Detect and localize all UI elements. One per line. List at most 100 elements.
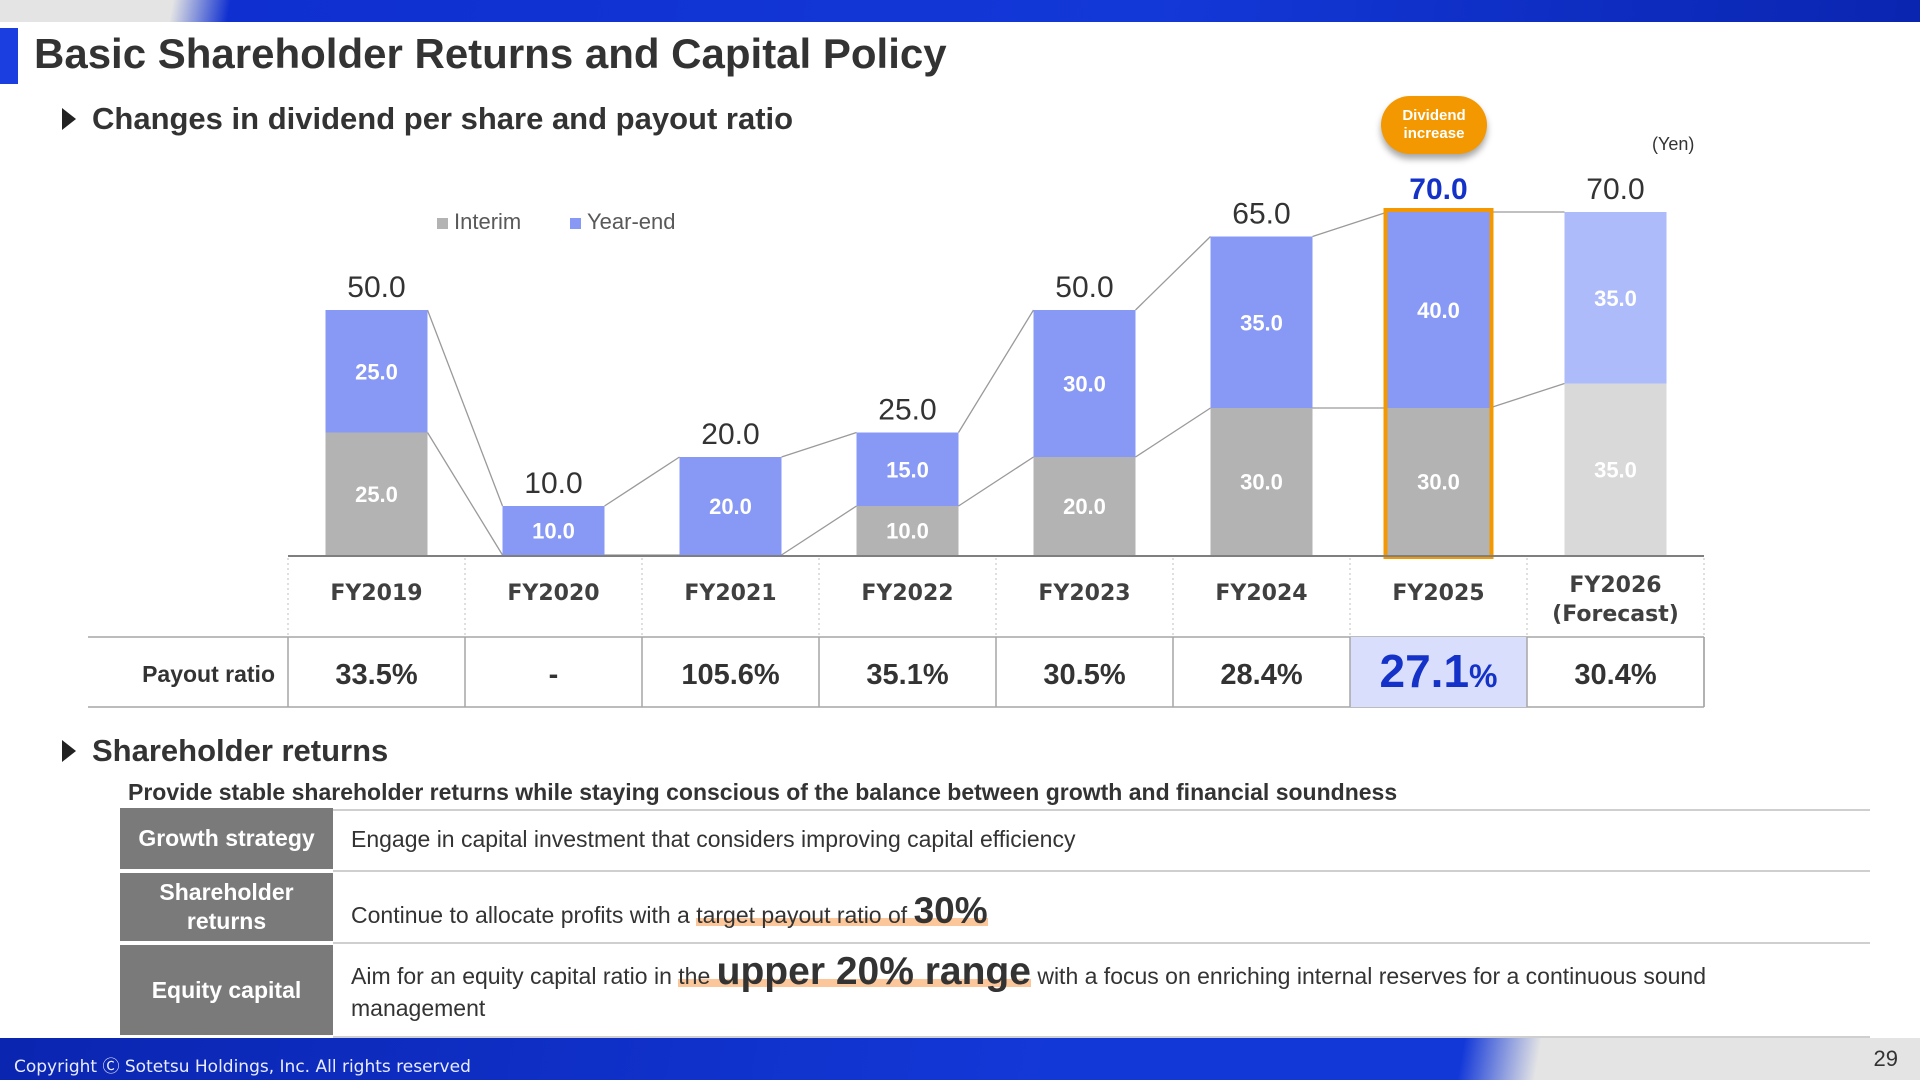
total-value-label: 50.0	[347, 271, 405, 304]
total-value-label: 70.0	[1409, 173, 1467, 206]
policy-row-growth: Growth strategy Engage in capital invest…	[120, 808, 1870, 873]
legend-year-end-swatch	[570, 218, 581, 229]
triangle-bullet-icon	[62, 740, 76, 762]
row-highlight: target payout ratio of 30%	[696, 890, 988, 931]
year-end-value-label: 15.0	[886, 457, 929, 482]
interim-bar	[1210, 408, 1313, 555]
copyright-text: Copyright Ⓒ Sotetsu Holdings, Inc. All r…	[14, 1057, 471, 1077]
x-tick-label: FY2022	[861, 581, 953, 606]
year-end-bar	[679, 457, 782, 555]
policy-row-text: Continue to allocate profits with a targ…	[333, 871, 1870, 944]
legend-interim-label: Interim	[454, 209, 521, 234]
total-value-label: 70.0	[1586, 173, 1644, 206]
returns-lead-text: Provide stable shareholder returns while…	[128, 779, 1398, 805]
row-text-post: with a focus on enriching internal reser…	[351, 963, 1706, 1021]
row-text-pre: Continue to allocate profits with a	[351, 902, 697, 928]
year-end-bar	[1033, 310, 1136, 457]
capital-policy-table: Growth strategy Engage in capital invest…	[120, 808, 1870, 1039]
unit-label: (Yen)	[1652, 134, 1695, 154]
legend-interim-swatch	[437, 218, 448, 229]
interim-connector-line	[426, 432, 504, 556]
total-value-label: 25.0	[878, 394, 936, 427]
policy-row-returns: Shareholder returns Continue to allocate …	[120, 871, 1870, 945]
policy-row-text: Engage in capital investment that consid…	[333, 808, 1870, 872]
total-value-label: 65.0	[1232, 198, 1290, 231]
total-value-label: 50.0	[1055, 271, 1113, 304]
triangle-bullet-icon	[62, 108, 76, 130]
interim-bar	[856, 506, 959, 555]
year-end-value-label: 25.0	[355, 359, 398, 384]
legend-year-end-label: Year-end	[587, 209, 675, 234]
x-tick-label: FY2019	[330, 581, 422, 606]
year-end-value-label: 10.0	[532, 519, 575, 544]
target-payout-value: 30%	[913, 890, 988, 931]
policy-row-head: Equity capital	[120, 943, 333, 1039]
x-tick-label: FY2023	[1038, 581, 1130, 606]
equity-ratio-target: upper 20% range	[716, 950, 1031, 993]
payout-highlight-cell	[1350, 637, 1527, 707]
payout-ratio-value: 28.4%	[1220, 659, 1302, 691]
interim-connector-line	[1135, 407, 1211, 458]
year-end-value-label: 20.0	[709, 494, 752, 519]
dividend-chart: 25.0 25.0 50.0 10.0 10.0 20.0 20.0 10.0 15.0 25.0…	[88, 173, 1705, 708]
interim-value-label: 35.0	[1594, 457, 1637, 482]
year-end-value-label: 30.0	[1063, 372, 1106, 397]
dividend-section-heading: Changes in dividend per share and payout…	[62, 101, 793, 137]
interim-connector-line	[1489, 382, 1565, 409]
year-end-bar	[325, 310, 428, 433]
interim-connector-line	[958, 456, 1034, 507]
interim-value-label: 30.0	[1240, 470, 1283, 495]
interim-connector-line	[781, 505, 857, 556]
interim-value-label: 20.0	[1063, 494, 1106, 519]
year-end-bar	[1564, 212, 1667, 384]
callout-line-1: Dividend	[1402, 107, 1466, 124]
interim-value-label: 10.0	[886, 519, 929, 544]
row-highlight-small: target payout ratio of	[696, 902, 914, 928]
row-highlight-small: the	[678, 963, 717, 989]
total-connector-line	[1135, 236, 1211, 311]
year-end-value-label: 35.0	[1240, 310, 1283, 335]
page-number: 29	[1873, 1046, 1898, 1071]
year-end-value-label: 40.0	[1417, 298, 1460, 323]
interim-bar	[1564, 383, 1667, 555]
payout-ratio-value: 33.5%	[335, 659, 417, 691]
total-value-label: 20.0	[701, 418, 759, 451]
interim-value-label: 30.0	[1417, 470, 1460, 495]
payout-ratio-value: -	[549, 659, 559, 691]
total-connector-line	[604, 456, 680, 507]
x-tick-label: FY2024	[1215, 581, 1307, 606]
policy-row-head: Shareholder returns	[120, 871, 333, 945]
total-connector-line	[1312, 211, 1388, 238]
interim-value-label: 25.0	[355, 482, 398, 507]
x-tick-label: (Forecast)	[1552, 602, 1679, 627]
payout-ratio-value: 35.1%	[866, 659, 948, 691]
x-tick-label: FY2026	[1569, 573, 1661, 598]
x-tick-label: FY2020	[507, 581, 599, 606]
x-tick-label: FY2021	[684, 581, 776, 606]
interim-bar	[1387, 408, 1490, 555]
year-end-bar	[502, 506, 605, 555]
row-text-pre: Aim for an equity capital ratio in	[351, 963, 679, 989]
year-end-value-label: 35.0	[1594, 286, 1637, 311]
total-connector-line	[781, 431, 857, 458]
year-end-bar	[1210, 236, 1313, 408]
policy-row-equity: Equity capital Aim for an equity capital…	[120, 943, 1870, 1039]
payout-ratio-value: 30.5%	[1043, 659, 1125, 691]
payout-ratio-label: Payout ratio	[142, 661, 275, 687]
policy-row-text: Aim for an equity capital ratio in the u…	[333, 943, 1870, 1038]
interim-bar	[325, 432, 428, 555]
payout-ratio-value: 30.4%	[1574, 659, 1656, 691]
page-title: Basic Shareholder Returns and Capital Po…	[34, 30, 947, 77]
footer-band	[0, 1038, 1920, 1080]
row-highlight: the upper 20% range	[678, 952, 1031, 991]
dividend-increase-callout: Dividend increase	[1381, 96, 1487, 154]
payout-ratio-value: 105.6%	[681, 659, 780, 691]
callout-line-2: increase	[1403, 125, 1465, 142]
policy-row-head: Growth strategy	[120, 808, 333, 873]
dividend-heading-text: Changes in dividend per share and payout…	[92, 101, 794, 136]
payout-ratio-value: 27.1%	[1380, 645, 1498, 697]
year-end-bar	[856, 432, 959, 506]
returns-heading-text: Shareholder returns	[92, 733, 389, 768]
total-connector-line	[426, 309, 504, 507]
total-connector-line	[957, 309, 1035, 433]
